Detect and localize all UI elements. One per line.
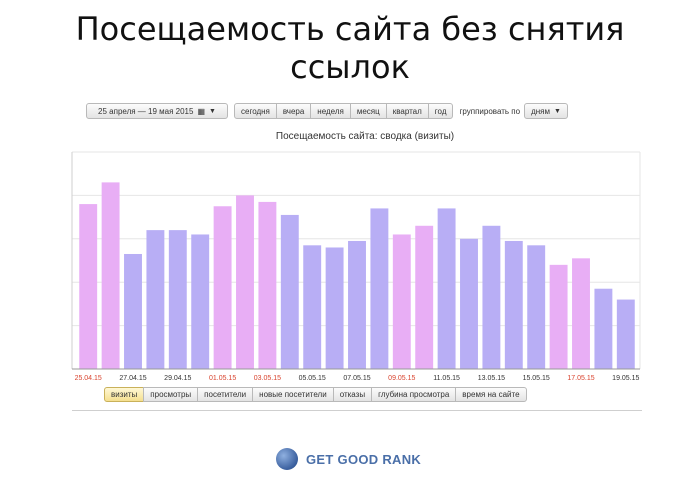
bar [236, 195, 254, 369]
bar [146, 230, 165, 369]
x-tick-label: 19.05.15 [612, 375, 639, 382]
bar [594, 288, 613, 369]
bar [325, 247, 344, 369]
chart-title: Посещаемость сайта: сводка (визиты) [275, 131, 455, 142]
x-tick-label: 05.05.15 [299, 375, 326, 382]
bar [616, 299, 635, 369]
bar [213, 206, 232, 369]
tab-bounces[interactable]: отказы [332, 387, 373, 402]
slide-title-line-2: ссылок [290, 48, 410, 86]
bar [437, 208, 456, 369]
tab-visits[interactable]: визиты [104, 387, 145, 402]
slide-title: Посещаемость сайта без снятия ссылок [0, 10, 700, 86]
tab-visitors[interactable]: посетители [197, 387, 254, 402]
calendar-icon: ▦ [197, 106, 206, 116]
tab-new-visitors[interactable]: новые посетители [252, 387, 334, 402]
period-year-button[interactable]: год [427, 103, 454, 119]
bar [348, 240, 366, 369]
logo-mark-icon [276, 448, 298, 470]
bar [280, 214, 299, 369]
x-tick-label: 15.05.15 [523, 375, 550, 382]
period-month-button[interactable]: месяц [349, 103, 387, 119]
x-tick-label: 17.05.15 [567, 375, 594, 382]
bar [168, 230, 187, 369]
x-tick-label: 25.04.15 [75, 375, 102, 382]
bar [303, 245, 322, 369]
bar [392, 234, 411, 369]
tab-view-depth[interactable]: глубина просмотра [371, 387, 457, 402]
x-tick-label: 09.05.15 [388, 375, 415, 382]
group-by-label: группировать по [459, 106, 521, 116]
bar [191, 234, 210, 369]
x-tick-label: 29.04.15 [164, 375, 191, 382]
x-tick-label: 13.05.15 [478, 375, 505, 382]
bar [460, 238, 478, 369]
bar [258, 201, 277, 369]
group-by-select[interactable]: дням ▼ [524, 103, 568, 119]
bar [370, 208, 389, 369]
period-quarter-button[interactable]: квартал [385, 103, 429, 119]
x-tick-label: 07.05.15 [343, 375, 370, 382]
brand-logo: GET GOOD RANK [276, 448, 421, 470]
divider [72, 410, 642, 411]
x-tick-label: 01.05.15 [209, 375, 236, 382]
logo-text: GET GOOD RANK [306, 451, 422, 467]
period-today-button[interactable]: сегодня [234, 103, 277, 119]
period-toolbar: 25 апреля — 19 мая 2015 ▦ ▼ сегодня вчер… [86, 102, 568, 120]
bar [415, 225, 434, 369]
period-buttons: сегодня вчера неделя месяц квартал год [234, 103, 454, 119]
tab-time-on-site[interactable]: время на сайте [455, 387, 527, 402]
chevron-down-icon: ▼ [553, 107, 561, 115]
bar [572, 258, 590, 369]
bar [79, 204, 98, 369]
chevron-down-icon: ▼ [209, 107, 216, 115]
bar [504, 240, 523, 369]
group-by-value: дням [531, 106, 550, 116]
x-tick-label: 11.05.15 [433, 375, 460, 382]
bar [124, 253, 142, 369]
slide-title-line-1: Посещаемость сайта без снятия [75, 10, 625, 48]
x-tick-label: 27.04.15 [119, 375, 146, 382]
date-range-picker[interactable]: 25 апреля — 19 мая 2015 ▦ ▼ [86, 103, 228, 119]
bar [101, 182, 120, 369]
tab-pageviews[interactable]: просмотры [143, 387, 199, 402]
x-tick-label: 03.05.15 [254, 375, 281, 382]
bar [549, 264, 568, 369]
bar [482, 225, 501, 369]
metric-tabs: визиты просмотры посетители новые посети… [104, 387, 527, 402]
bar [527, 245, 546, 369]
date-range-label: 25 апреля — 19 мая 2015 [98, 106, 194, 116]
